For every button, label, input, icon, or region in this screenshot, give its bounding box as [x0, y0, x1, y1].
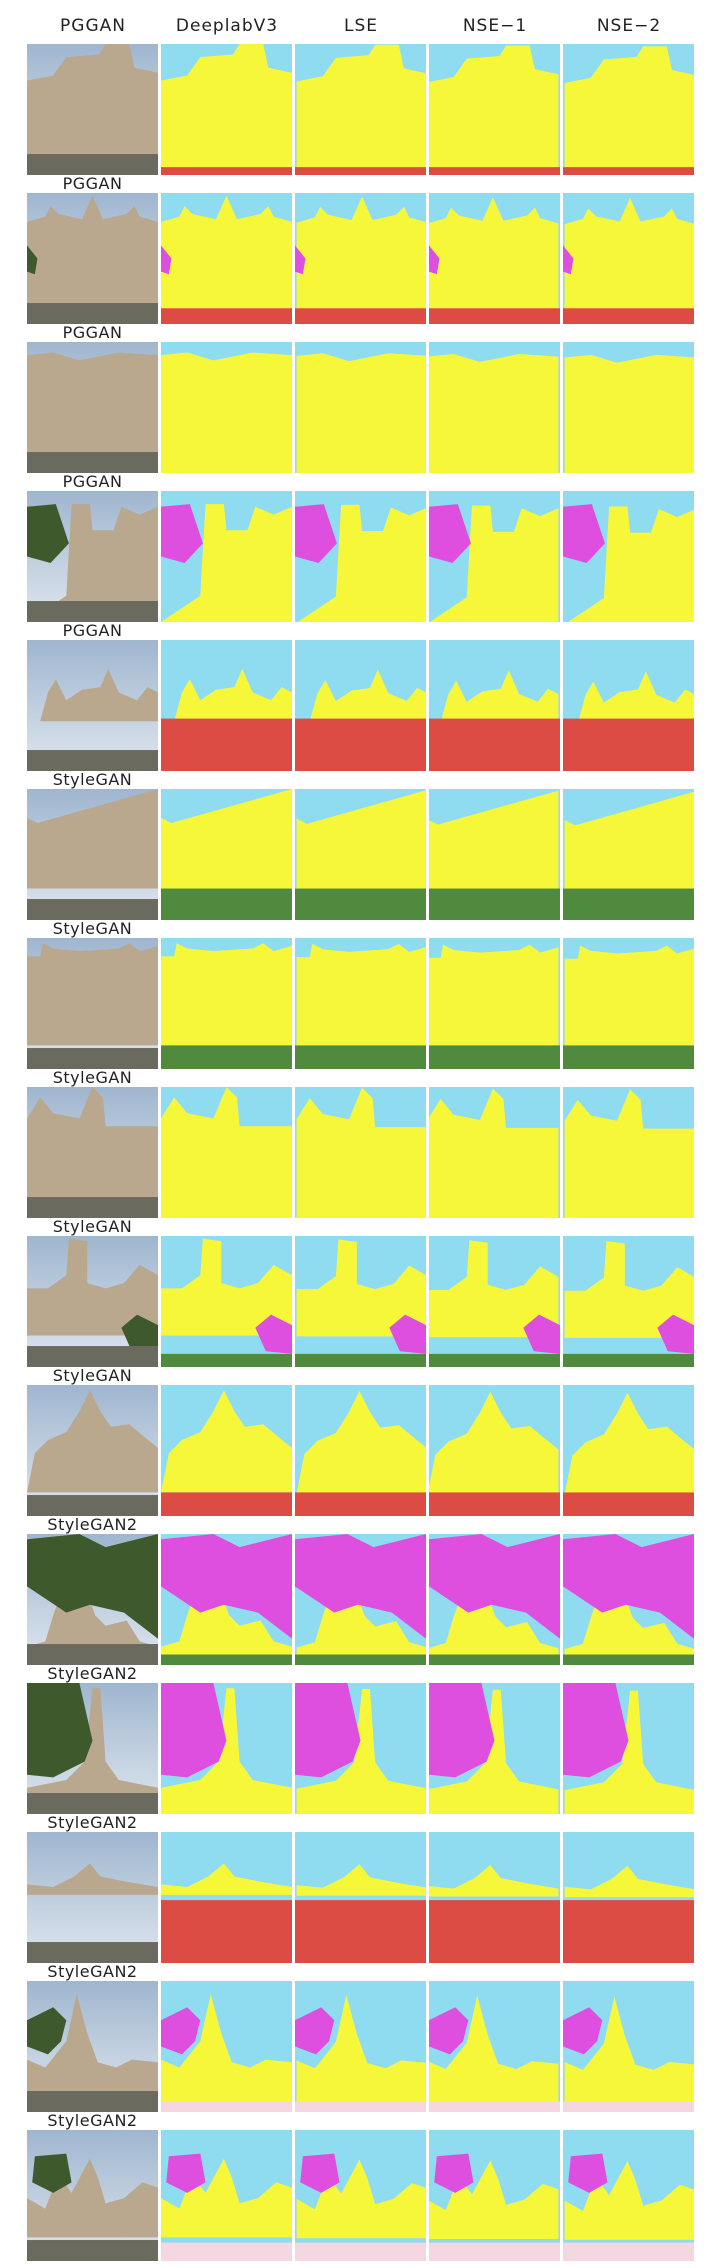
source-image	[27, 789, 158, 920]
segmentation-mask	[295, 2130, 426, 2261]
row-model-label: StyleGAN2	[47, 1515, 138, 1534]
source-image	[27, 342, 158, 473]
segmentation-mask	[563, 1236, 694, 1367]
segmentation-mask	[429, 1832, 560, 1963]
row-model-label: StyleGAN	[52, 1217, 133, 1236]
segmentation-mask	[429, 2130, 560, 2261]
row-model-label: PGGAN	[62, 472, 123, 491]
source-image	[27, 938, 158, 1069]
segmentation-mask	[161, 1981, 292, 2112]
segmentation-mask	[295, 640, 426, 771]
segmentation-mask	[563, 789, 694, 920]
segmentation-mask	[563, 1683, 694, 1814]
segmentation-mask	[161, 1385, 292, 1516]
source-image	[27, 1981, 158, 2112]
source-image	[27, 491, 158, 622]
source-image	[27, 193, 158, 324]
segmentation-mask	[429, 193, 560, 324]
segmentation-mask	[429, 1534, 560, 1665]
segmentation-mask	[161, 1534, 292, 1665]
segmentation-mask	[295, 938, 426, 1069]
segmentation-mask	[429, 44, 560, 175]
segmentation-mask	[161, 938, 292, 1069]
segmentation-mask	[429, 1981, 560, 2112]
row-model-label: StyleGAN2	[47, 1664, 138, 1683]
segmentation-mask	[429, 640, 560, 771]
column-header-nse2: NSE−2	[596, 16, 662, 36]
row-model-label: StyleGAN2	[47, 1962, 138, 1981]
source-image	[27, 1236, 158, 1367]
segmentation-mask	[429, 491, 560, 622]
segmentation-mask	[295, 1534, 426, 1665]
segmentation-mask	[429, 789, 560, 920]
row-model-label: PGGAN	[62, 621, 123, 640]
segmentation-mask	[429, 1087, 560, 1218]
segmentation-mask	[161, 640, 292, 771]
row-model-label: StyleGAN	[52, 1068, 133, 1087]
source-image	[27, 2130, 158, 2261]
segmentation-mask	[563, 342, 694, 473]
segmentation-mask	[295, 1683, 426, 1814]
row-model-label: StyleGAN2	[47, 2111, 138, 2130]
segmentation-mask	[161, 1832, 292, 1963]
segmentation-mask	[295, 1832, 426, 1963]
segmentation-mask	[429, 1236, 560, 1367]
segmentation-mask	[161, 789, 292, 920]
segmentation-mask	[161, 1683, 292, 1814]
source-image	[27, 44, 158, 175]
segmentation-mask	[161, 1236, 292, 1367]
segmentation-mask	[295, 342, 426, 473]
source-image	[27, 640, 158, 771]
segmentation-mask	[563, 2130, 694, 2261]
segmentation-mask	[563, 1981, 694, 2112]
segmentation-mask	[563, 1832, 694, 1963]
segmentation-mask	[295, 193, 426, 324]
segmentation-mask	[295, 1385, 426, 1516]
segmentation-mask	[295, 491, 426, 622]
column-header-lse: LSE	[343, 16, 378, 36]
segmentation-mask	[295, 44, 426, 175]
segmentation-mask	[563, 44, 694, 175]
segmentation-mask	[161, 2130, 292, 2261]
source-image	[27, 1832, 158, 1963]
row-model-label: PGGAN	[62, 174, 123, 193]
segmentation-mask	[161, 342, 292, 473]
row-model-label: StyleGAN2	[47, 1813, 138, 1832]
segmentation-mask	[161, 193, 292, 324]
segmentation-mask	[295, 789, 426, 920]
source-image	[27, 1385, 158, 1516]
segmentation-mask	[429, 1385, 560, 1516]
segmentation-mask	[429, 342, 560, 473]
segmentation-mask	[563, 1534, 694, 1665]
source-image	[27, 1087, 158, 1218]
segmentation-mask	[563, 938, 694, 1069]
row-model-label: StyleGAN	[52, 770, 133, 789]
row-model-label: StyleGAN	[52, 919, 133, 938]
segmentation-mask	[563, 193, 694, 324]
segmentation-mask	[161, 44, 292, 175]
column-header-source: PGGAN	[60, 16, 126, 36]
column-header-nse1: NSE−1	[462, 16, 528, 36]
segmentation-mask	[563, 1087, 694, 1218]
segmentation-mask	[563, 1385, 694, 1516]
segmentation-mask	[563, 640, 694, 771]
segmentation-mask	[295, 1236, 426, 1367]
source-image	[27, 1534, 158, 1665]
source-image	[27, 1683, 158, 1814]
segmentation-mask	[563, 491, 694, 622]
segmentation-mask	[295, 1087, 426, 1218]
segmentation-mask	[429, 938, 560, 1069]
row-model-label: PGGAN	[62, 323, 123, 342]
segmentation-mask	[429, 1683, 560, 1814]
column-header-deeplabv3: DeeplabV3	[175, 16, 279, 36]
segmentation-mask	[295, 1981, 426, 2112]
segmentation-mask	[161, 491, 292, 622]
segmentation-mask	[161, 1087, 292, 1218]
row-model-label: StyleGAN	[52, 1366, 133, 1385]
